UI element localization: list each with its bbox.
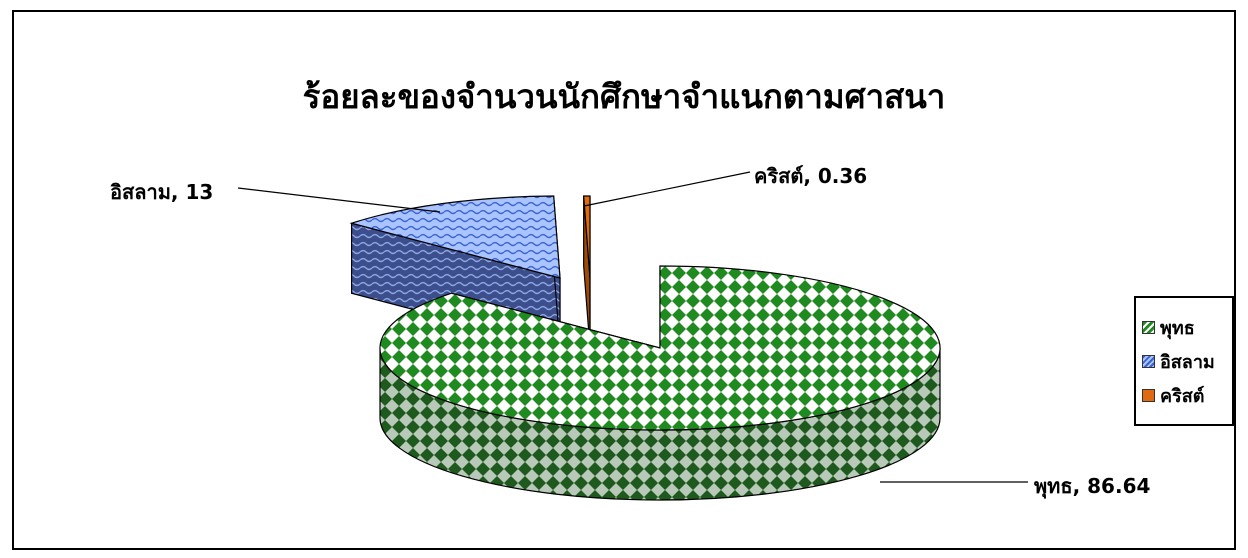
data-label-christian: คริสต์, 0.36 — [754, 164, 868, 188]
leader-line-christian — [583, 171, 751, 207]
data-label-islam: อิสลาม, 13 — [110, 180, 214, 204]
pie-slice-islam — [349, 195, 561, 279]
legend: พุทธ อิสลาม คริสต์ — [1134, 296, 1234, 426]
legend-swatch-christian — [1142, 388, 1155, 402]
legend-item-islam: อิสลาม — [1142, 344, 1232, 378]
leader-line-islam — [237, 187, 441, 213]
legend-item-christian: คริสต์ — [1142, 378, 1232, 412]
legend-label-islam: อิสลาม — [1160, 351, 1215, 373]
legend-label-buddhist: พุทธ — [1160, 317, 1195, 339]
pie-slice-buddhist — [379, 265, 941, 431]
legend-item-buddhist: พุทธ — [1142, 310, 1232, 344]
legend-swatch-islam — [1142, 354, 1155, 368]
legend-swatch-buddhist — [1142, 320, 1155, 334]
legend-label-christian: คริสต์ — [1160, 385, 1205, 407]
data-label-buddhist: พุทธ, 86.64 — [1034, 474, 1151, 498]
chart-title: ร้อยละของจำนวนนักศึกษาจำแนกตามศาสนา — [302, 77, 946, 116]
pie-slice-christian — [583, 195, 591, 279]
